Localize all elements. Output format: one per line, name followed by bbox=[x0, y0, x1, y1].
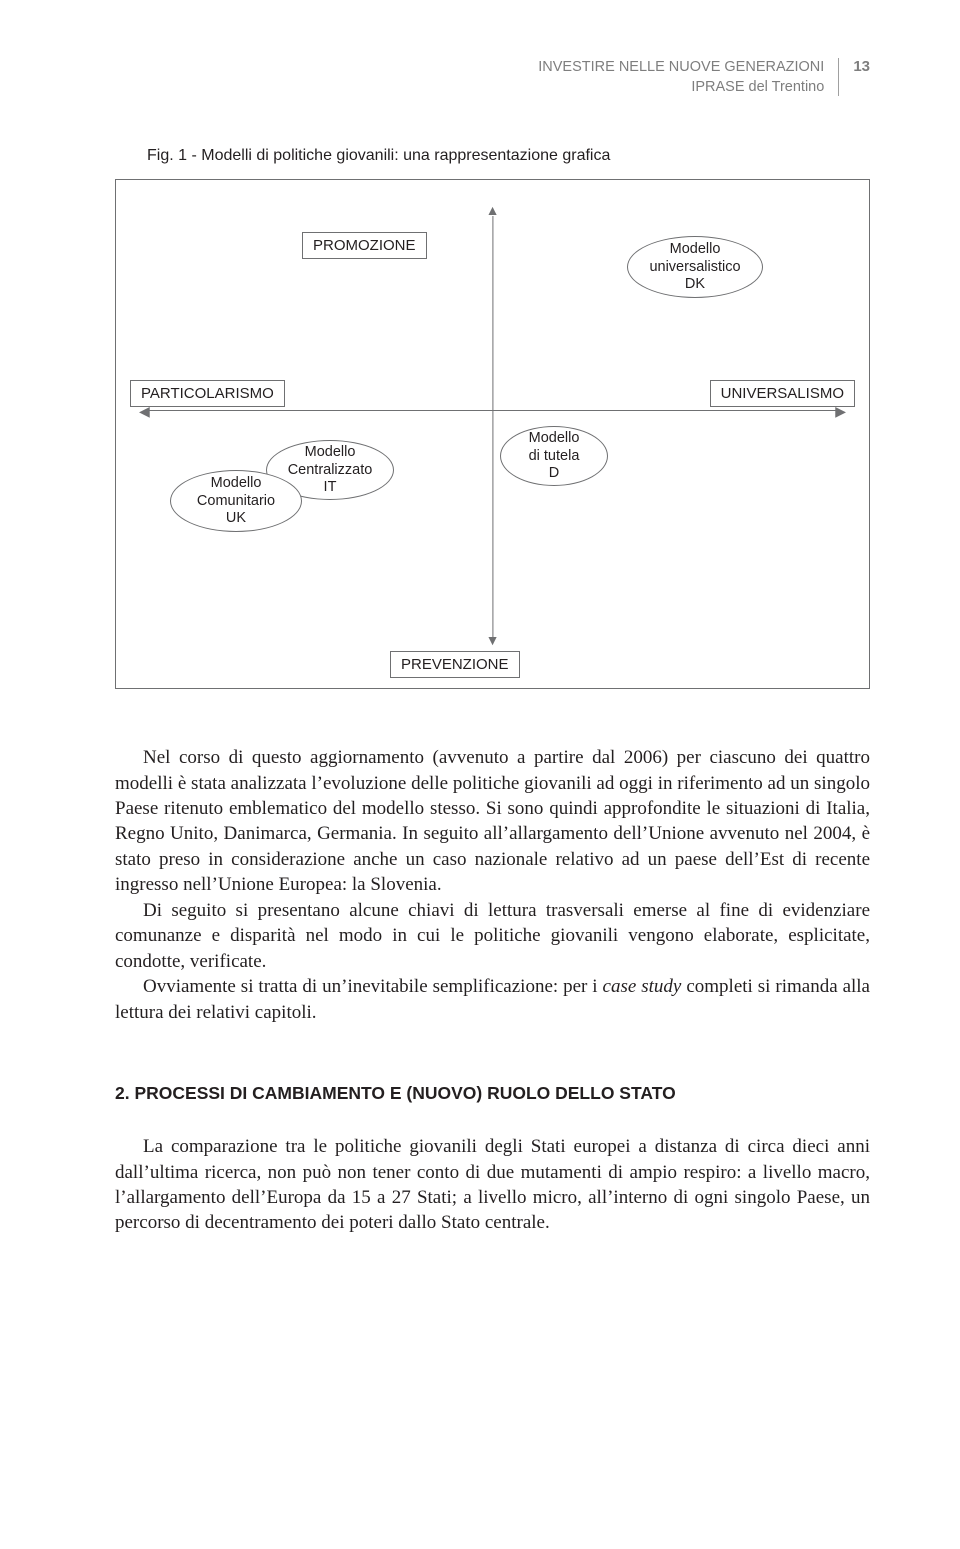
quadrant-diagram: ▲ ▼ ◀ ▶ PROMOZIONE PREVENZIONE PARTICOLA… bbox=[140, 208, 845, 678]
node-uk-l1: Modello bbox=[177, 475, 295, 492]
node-dk-l3: DK bbox=[634, 276, 756, 293]
axis-label-right: UNIVERSALISMO bbox=[710, 380, 855, 407]
p3-italic: case study bbox=[603, 976, 682, 997]
node-dk: Modello universalistico DK bbox=[627, 236, 763, 298]
axis-horizontal bbox=[148, 410, 837, 411]
node-d-l1: Modello bbox=[507, 430, 601, 447]
section-2-heading: 2. PROCESSI DI CAMBIAMENTO E (NUOVO) RUO… bbox=[115, 1083, 870, 1104]
axis-label-bottom: PREVENZIONE bbox=[390, 651, 520, 678]
node-uk-l2: Comunitario bbox=[177, 493, 295, 510]
node-dk-l2: universalistico bbox=[634, 259, 756, 276]
paragraph-2: Di seguito si presentano alcune chiavi d… bbox=[115, 898, 870, 974]
axis-label-top: PROMOZIONE bbox=[302, 232, 427, 259]
axis-vertical bbox=[492, 216, 493, 640]
body-text-block-1: Nel corso di questo aggiornamento (avven… bbox=[115, 745, 870, 1025]
running-head: INVESTIRE NELLE NUOVE GENERAZIONI IPRASE… bbox=[115, 58, 870, 97]
paragraph-1: Nel corso di questo aggiornamento (avven… bbox=[115, 745, 870, 898]
arrow-up-icon: ▲ bbox=[486, 204, 500, 220]
node-uk: Modello Comunitario UK bbox=[170, 470, 302, 532]
running-head-text: INVESTIRE NELLE NUOVE GENERAZIONI IPRASE… bbox=[538, 58, 824, 97]
diagram-frame: ▲ ▼ ◀ ▶ PROMOZIONE PREVENZIONE PARTICOLA… bbox=[115, 179, 870, 689]
node-dk-l1: Modello bbox=[634, 241, 756, 258]
p3-part-a: Ovviamente si tratta di un’inevitabile s… bbox=[143, 976, 603, 997]
section-2-paragraph-1: La comparazione tra le politiche giovani… bbox=[115, 1134, 870, 1236]
node-uk-l3: UK bbox=[177, 510, 295, 527]
header-divider bbox=[838, 58, 839, 96]
page-number: 13 bbox=[853, 58, 870, 74]
figure-caption: Fig. 1 - Modelli di politiche giovanili:… bbox=[147, 147, 870, 165]
node-it-l1: Modello bbox=[273, 444, 387, 461]
running-head-line2: IPRASE del Trentino bbox=[538, 78, 824, 98]
node-d-l3: D bbox=[507, 465, 601, 482]
node-d: Modello di tutela D bbox=[500, 426, 608, 486]
axis-label-left: PARTICOLARISMO bbox=[130, 380, 285, 407]
paragraph-3: Ovviamente si tratta di un’inevitabile s… bbox=[115, 974, 870, 1025]
body-text-block-2: La comparazione tra le politiche giovani… bbox=[115, 1134, 870, 1236]
running-head-line1: INVESTIRE NELLE NUOVE GENERAZIONI bbox=[538, 58, 824, 78]
arrow-down-icon: ▼ bbox=[486, 634, 500, 650]
node-d-l2: di tutela bbox=[507, 448, 601, 465]
